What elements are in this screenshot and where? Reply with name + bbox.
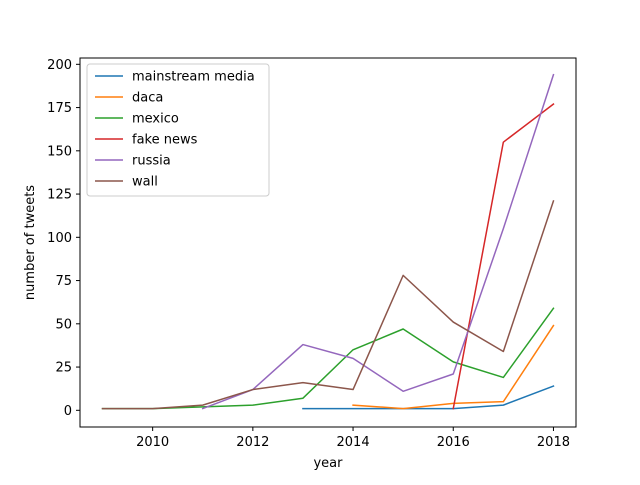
legend: mainstream media daca mexico fake news russi… (86, 63, 270, 197)
legend-label: wall (132, 175, 158, 190)
x-axis: 2010 2012 2014 2016 2018 (136, 427, 570, 450)
y-axis-label: number of tweets (23, 185, 38, 300)
series-line-2 (101, 307, 555, 410)
y-tick-label: 25 (55, 361, 72, 376)
y-tick-label: 200 (47, 58, 72, 73)
series-line-1 (352, 324, 555, 410)
legend-label: mexico (132, 112, 179, 127)
legend-label: russia (132, 154, 171, 169)
legend-box (86, 63, 270, 197)
y-tick-label: 175 (47, 101, 72, 116)
y-tick-label: 125 (47, 188, 72, 203)
x-tick-label: 2014 (337, 435, 370, 450)
legend-label: daca (132, 91, 163, 106)
plot-area (101, 73, 555, 410)
legend-label: fake news (132, 133, 198, 148)
axes-frame (79, 57, 577, 428)
x-tick-label: 2018 (537, 435, 570, 450)
series-line-5 (101, 200, 555, 410)
x-axis-label: year (313, 456, 343, 471)
y-tick-label: 150 (47, 144, 72, 159)
y-tick-label: 0 (64, 404, 72, 419)
legend-label: mainstream media (132, 70, 255, 85)
x-tick-label: 2016 (437, 435, 470, 450)
y-tick-label: 100 (47, 231, 72, 246)
y-axis: 0 25 50 75 100 125 150 175 200 (47, 58, 80, 419)
series-line-0 (302, 385, 555, 410)
series-line-4 (201, 73, 555, 410)
x-tick-label: 2012 (236, 435, 269, 450)
y-tick-label: 75 (55, 274, 72, 289)
x-tick-label: 2010 (136, 435, 169, 450)
y-tick-label: 50 (55, 317, 72, 332)
series-line-3 (452, 103, 555, 410)
